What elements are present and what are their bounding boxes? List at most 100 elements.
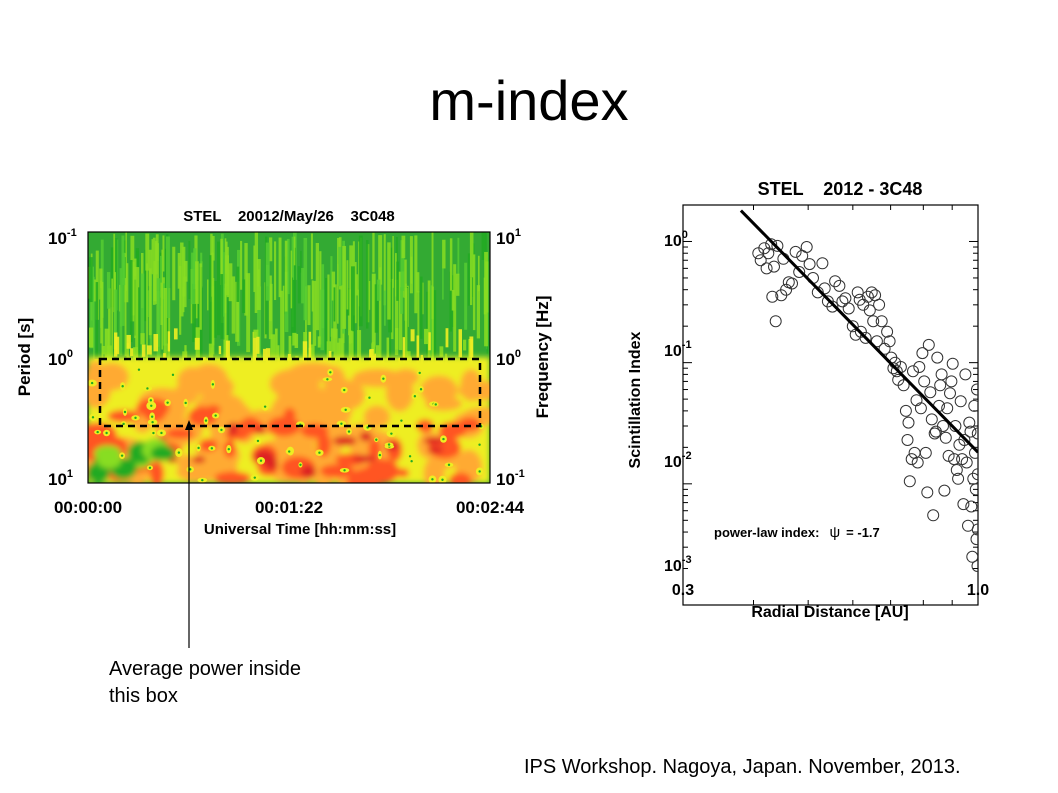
- green-streak: [211, 252, 214, 297]
- hot-blob: [206, 404, 221, 414]
- transition-streak: [275, 328, 278, 358]
- green-dot: [210, 447, 214, 450]
- data-point: [786, 277, 798, 290]
- data-point: [919, 446, 932, 459]
- green-streak: [284, 240, 288, 312]
- data-point: [952, 472, 965, 485]
- green-dot: [343, 469, 346, 472]
- green-streak: [301, 267, 305, 304]
- transition-streak: [208, 343, 214, 370]
- data-point: [925, 413, 938, 426]
- transition-streak: [288, 335, 292, 362]
- green-streak: [371, 273, 376, 370]
- green-streak: [416, 272, 420, 293]
- green-dot: [256, 439, 260, 443]
- transition-streak: [338, 338, 343, 360]
- green-streak: [469, 277, 473, 306]
- heatmap-spots: [88, 367, 484, 483]
- green-streak: [165, 236, 170, 318]
- green-dot: [227, 447, 230, 451]
- green-dot: [378, 453, 382, 457]
- green-streak: [155, 243, 159, 304]
- green-streak: [365, 240, 369, 329]
- data-point: [793, 266, 806, 278]
- green-dot: [434, 403, 437, 406]
- green-dot: [326, 378, 329, 381]
- transition-streak: [308, 331, 312, 360]
- transition-streak: [141, 344, 146, 357]
- data-point: [941, 402, 954, 415]
- green-streak: [293, 236, 296, 266]
- data-point: [867, 315, 880, 328]
- data-point: [826, 300, 839, 313]
- cool-blob: [150, 445, 176, 461]
- green-streak: [122, 252, 126, 286]
- data-point: [935, 368, 948, 381]
- green-streak: [225, 241, 228, 274]
- transition-streak: [424, 328, 429, 345]
- green-streak: [224, 283, 227, 350]
- green-streak: [421, 282, 424, 315]
- green-streak: [212, 278, 215, 346]
- data-point: [924, 386, 937, 399]
- scintillation-chart: STEL 2012 - 3C48 100 10-1 10-2 10-3 Scin…: [627, 179, 989, 621]
- transition-streak: [225, 340, 230, 365]
- warm-blob: [458, 380, 490, 401]
- green-streak: [180, 242, 184, 317]
- green-streak: [160, 282, 163, 325]
- transition-streak: [331, 328, 335, 352]
- hot-blob: [267, 416, 301, 437]
- transition-streak: [114, 332, 118, 357]
- green-streak: [282, 285, 285, 385]
- green-dot: [90, 381, 94, 385]
- green-streak: [342, 245, 347, 329]
- hot-blob: [107, 409, 139, 423]
- green-streak: [312, 280, 317, 346]
- data-point: [865, 286, 878, 299]
- transition-streak: [104, 328, 110, 362]
- transition-streak: [147, 345, 152, 355]
- right-y-tick-2: 10-1: [496, 468, 525, 489]
- green-streak: [145, 233, 150, 271]
- green-dot: [197, 446, 200, 450]
- green-streak: [433, 290, 437, 385]
- warm-blob: [189, 363, 229, 398]
- green-streak: [286, 238, 290, 295]
- green-dot: [400, 419, 403, 422]
- green-streak: [222, 252, 225, 317]
- transition-streak: [252, 331, 257, 363]
- transition-streak: [294, 333, 299, 348]
- transition-streak: [302, 341, 308, 373]
- green-streak: [124, 276, 127, 356]
- data-point: [899, 404, 912, 417]
- data-point: [836, 295, 849, 308]
- green-streak: [111, 278, 113, 377]
- data-point: [971, 523, 978, 536]
- green-streak: [94, 279, 97, 302]
- green-streak: [90, 266, 94, 349]
- peak-blob: [300, 465, 316, 479]
- green-streak: [188, 240, 191, 300]
- wavelet-spectrum-chart: STEL 20012/May/26 3C048 10-1 100 101 101…: [15, 208, 552, 538]
- data-point: [958, 434, 971, 446]
- data-point: [859, 331, 872, 344]
- green-streak: [394, 253, 397, 297]
- arrow-head: [185, 420, 193, 430]
- data-point: [768, 260, 780, 273]
- green-streak: [278, 237, 282, 298]
- green-dot: [152, 431, 155, 435]
- green-dot: [123, 410, 127, 414]
- transition-streak: [357, 330, 362, 363]
- data-point: [916, 347, 929, 360]
- wavelet-heatmap: [88, 232, 490, 483]
- green-streak: [310, 233, 313, 280]
- green-streak: [311, 280, 314, 312]
- green-dot: [150, 404, 153, 407]
- transition-streak: [439, 346, 444, 357]
- green-streak: [253, 245, 256, 293]
- green-dot: [160, 431, 163, 435]
- green-streak: [197, 280, 200, 366]
- transition-streak: [218, 345, 222, 355]
- peak-blob: [352, 455, 377, 463]
- data-point: [954, 395, 967, 408]
